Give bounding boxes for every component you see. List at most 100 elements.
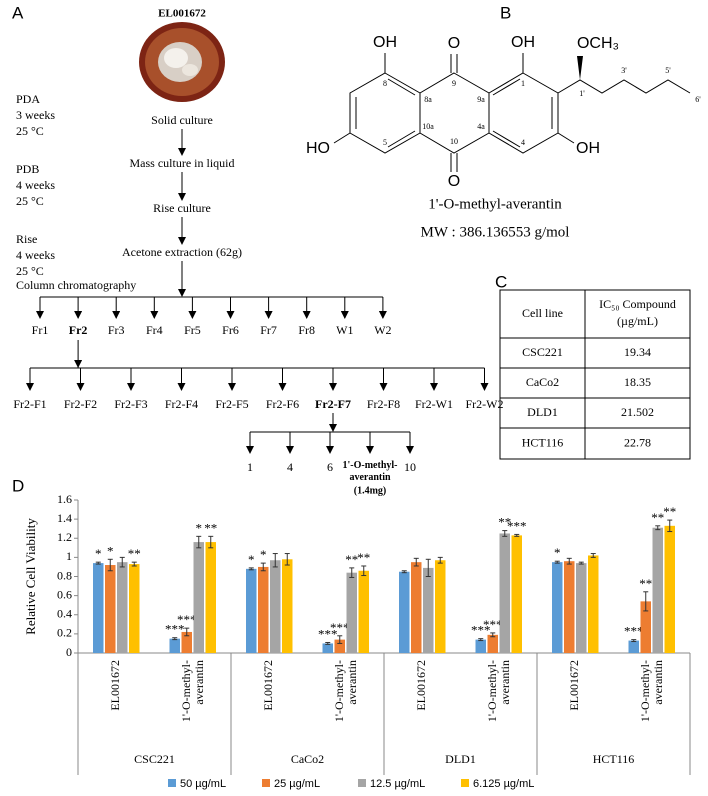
culture-condition: 25 °C	[16, 264, 44, 278]
significance: ***	[483, 617, 503, 632]
line: averantin	[498, 660, 512, 705]
line: 1'-O-methyl-	[332, 660, 346, 722]
bar	[334, 639, 345, 653]
significance: *	[196, 520, 203, 535]
fraction: Fr3	[108, 323, 125, 337]
final-fraction: 4	[287, 460, 293, 474]
error-bar	[325, 641, 331, 645]
significance: ***	[507, 518, 527, 533]
atom-number: 3'	[621, 66, 627, 75]
bar	[105, 565, 116, 653]
column-label: Column chromatography	[16, 278, 136, 292]
bar	[117, 562, 128, 653]
fraction: Fr1	[32, 323, 49, 337]
bar	[129, 564, 140, 653]
culture-condition: 25 °C	[16, 124, 44, 138]
significance: *	[107, 543, 114, 558]
x-tick-label: 1'-O-methyl-averantin	[332, 660, 359, 722]
error-bar	[566, 557, 572, 565]
significance: *	[248, 552, 255, 567]
group-label: HCT116	[593, 752, 635, 766]
bar	[358, 570, 369, 653]
significance: **	[498, 515, 511, 530]
error-bar	[184, 627, 190, 637]
table-cell: CSC221	[522, 345, 563, 359]
error-bar	[413, 557, 419, 567]
atom-number: 4a	[477, 122, 485, 131]
error-bar	[248, 567, 254, 571]
fraction: Fr8	[298, 323, 315, 337]
line: 1'-O-methyl-	[485, 660, 499, 722]
error-bar	[437, 556, 443, 564]
error-bar	[272, 553, 278, 568]
atom-number: 5'	[665, 66, 671, 75]
error-bar	[590, 553, 596, 558]
group-label: CaCo2	[291, 752, 324, 766]
bar	[511, 535, 522, 653]
atom-label: HO	[306, 140, 330, 157]
line: averantin	[192, 660, 206, 705]
significance: ***	[165, 622, 185, 637]
molecular-weight: MW : 386.136553 g/mol	[421, 224, 570, 240]
error-bar	[196, 535, 202, 549]
table-cell: 18.35	[624, 375, 651, 389]
y-tick-label: 0.8	[57, 568, 72, 582]
petri-dish	[139, 22, 225, 102]
error-bar	[361, 565, 367, 577]
atom-number: 8	[383, 79, 387, 88]
atom-label: OH	[373, 34, 397, 51]
x-tick-label: EL001672	[108, 660, 122, 711]
legend-label: 50 µg/mL	[180, 778, 226, 790]
bar	[628, 640, 639, 653]
legend-swatch	[358, 779, 366, 787]
bar	[399, 571, 410, 653]
bar	[322, 643, 333, 653]
compound-name: 1'-O-methyl-averantin	[428, 196, 562, 212]
bar	[588, 555, 599, 653]
culture-condition: 25 °C	[16, 194, 44, 208]
subfraction: Fr2-F4	[165, 397, 198, 411]
atom-label: OH	[511, 34, 535, 51]
x-tick-label: 1'-O-methyl-averantin	[638, 660, 665, 722]
bar	[205, 542, 216, 653]
error-bar	[119, 556, 125, 568]
panel-label: D	[12, 476, 24, 495]
error-bar	[667, 519, 673, 533]
error-bar	[631, 639, 637, 643]
table-cell: 22.78	[624, 435, 651, 449]
final-fraction: 10	[404, 460, 416, 474]
atom-number: 6'	[695, 95, 701, 104]
subfraction: Fr2-W2	[466, 397, 504, 411]
error-bar	[554, 560, 560, 564]
panel-label: B	[500, 3, 511, 22]
culture-condition: 4 weeks	[16, 178, 55, 192]
table-header: (µg/mL)	[617, 314, 658, 328]
x-tick-label: EL001672	[414, 660, 428, 711]
fraction: W1	[336, 323, 353, 337]
error-bar	[172, 637, 178, 641]
bar	[258, 566, 269, 653]
final-fraction: 1	[247, 460, 253, 474]
fraction: Fr2	[69, 323, 88, 337]
error-bar	[401, 570, 407, 574]
process-step: Mass culture in liquid	[130, 156, 235, 170]
bar	[346, 572, 357, 653]
error-bar	[131, 561, 137, 567]
culture-condition: PDA	[16, 92, 40, 106]
error-bar	[260, 562, 266, 572]
error-bar	[643, 591, 649, 612]
group-label: DLD1	[445, 752, 476, 766]
error-bar	[337, 635, 343, 644]
significance: *	[260, 547, 267, 562]
panel-label: C	[495, 272, 507, 291]
fraction: W2	[374, 323, 391, 337]
legend-label: 25 µg/mL	[274, 778, 320, 790]
subfraction: Fr2-F7	[315, 397, 351, 411]
atom-number: 1	[521, 79, 525, 88]
error-bar	[208, 535, 214, 549]
bar	[169, 638, 180, 653]
subfraction: Fr2-F3	[114, 397, 147, 411]
significance: ***	[471, 623, 491, 638]
fraction: Fr5	[184, 323, 201, 337]
table-border	[499, 289, 691, 460]
